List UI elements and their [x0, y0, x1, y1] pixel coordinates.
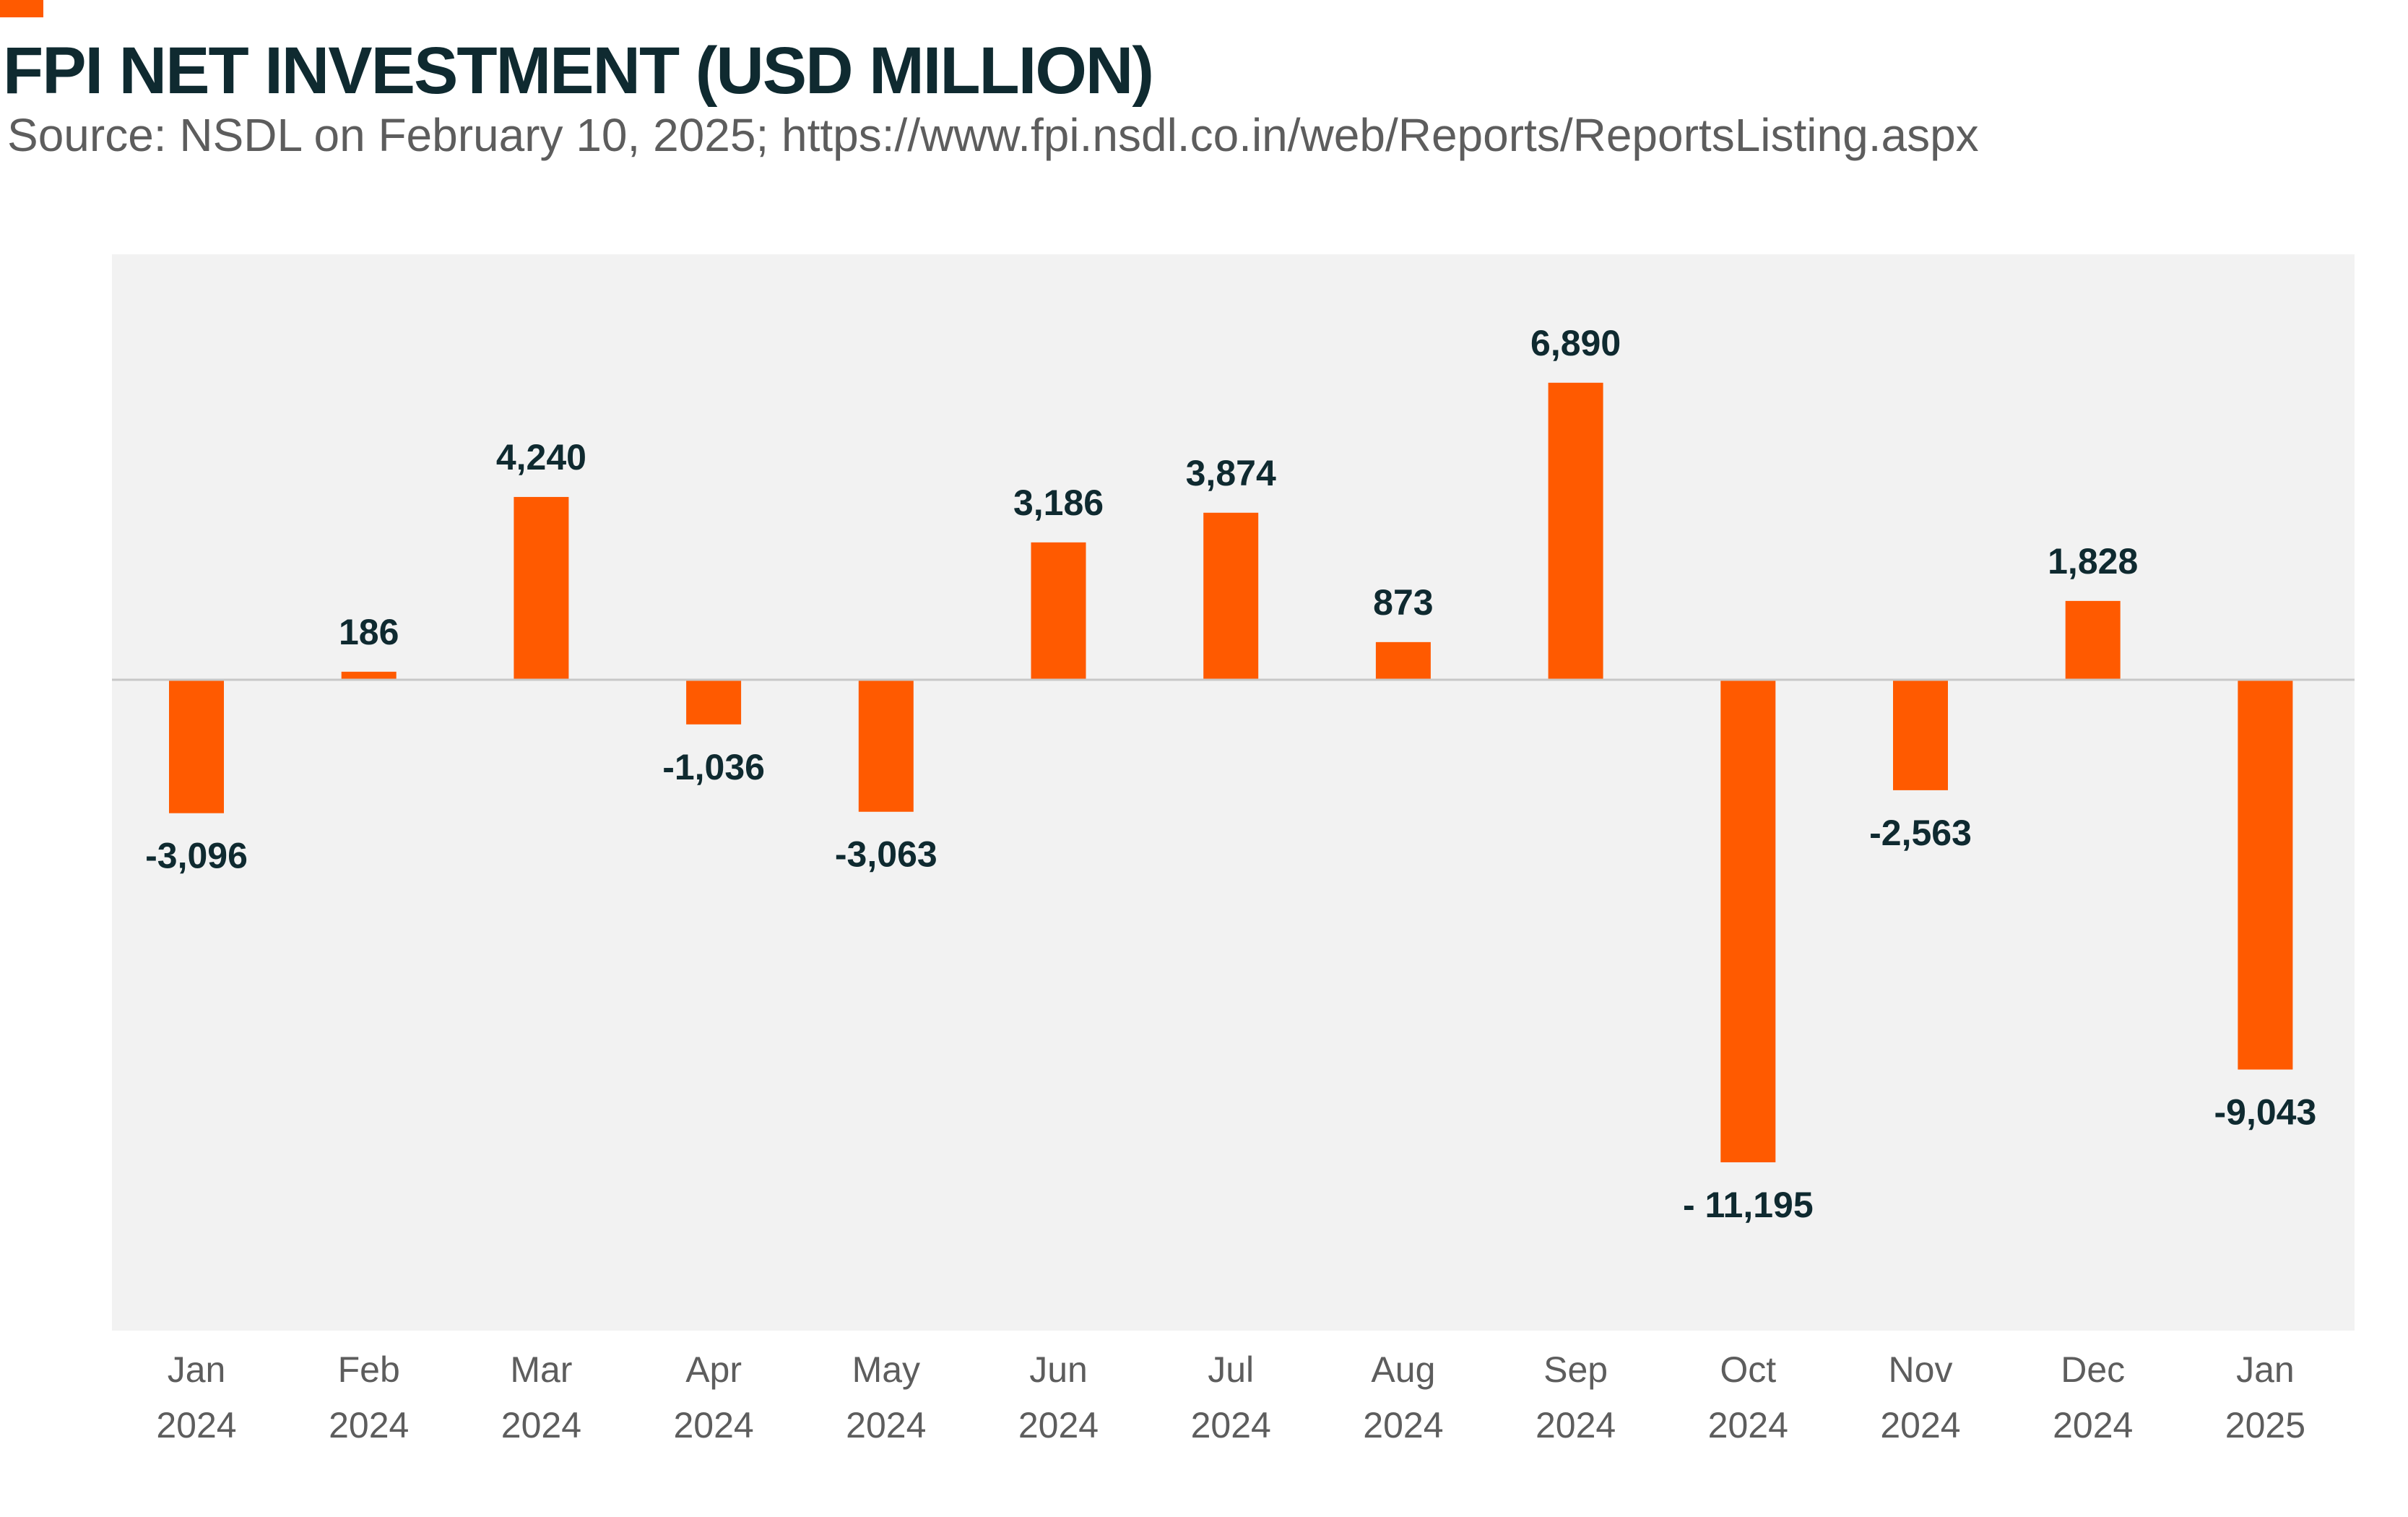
x-tick-month: Aug: [1371, 1349, 1435, 1390]
x-tick-month: Jul: [1208, 1349, 1254, 1390]
x-tick-year: 2024: [1191, 1405, 1271, 1445]
data-label: -2,563: [1869, 813, 1972, 853]
x-tick-month: Apr: [685, 1349, 742, 1390]
chart-title: FPI NET INVESTMENT (USD MILLION): [3, 34, 1154, 108]
x-tick-year: 2024: [1363, 1405, 1443, 1445]
data-label: - 11,195: [1683, 1185, 1814, 1225]
x-tick-year: 2024: [1018, 1405, 1099, 1445]
bar-dec-2024: [2065, 600, 2121, 680]
x-tick-month: Jan: [2236, 1349, 2295, 1390]
bar-nov-2024: [1893, 679, 1948, 790]
x-tick-year: 2024: [846, 1405, 926, 1445]
bar-feb-2024: [341, 671, 397, 680]
x-tick-month: Oct: [1720, 1349, 1776, 1390]
data-label: 186: [339, 612, 399, 652]
data-label: -3,096: [145, 836, 248, 876]
bar-sep-2024: [1548, 382, 1603, 680]
data-labels-group: -3,096 186 4,240 -1,036 -3,063 3,186 3,874 873 6…: [145, 323, 2316, 1225]
x-tick-year: 2024: [501, 1405, 581, 1445]
bar-jun-2024: [1031, 542, 1086, 680]
chart-source: Source: NSDL on February 10, 2025; https…: [7, 109, 1979, 161]
x-tick-year: 2024: [329, 1405, 409, 1445]
accent-mark: [0, 0, 43, 17]
x-tick-month: Mar: [510, 1349, 572, 1390]
x-tick-year: 2024: [1536, 1405, 1616, 1445]
bar-may-2024: [858, 679, 914, 812]
data-label: 873: [1373, 582, 1433, 623]
plot-area: [112, 254, 2355, 1331]
x-tick-month: Jan: [168, 1349, 226, 1390]
x-tick-month: Sep: [1543, 1349, 1608, 1390]
x-tick-year: 2024: [156, 1405, 236, 1445]
bar-jan-2024: [169, 679, 224, 813]
x-tick-month: May: [852, 1349, 920, 1390]
bar-apr-2024: [686, 679, 742, 725]
data-label: -3,063: [835, 834, 937, 875]
data-label: -1,036: [662, 747, 765, 787]
data-label: 3,874: [1186, 453, 1276, 493]
x-tick-year: 2024: [1880, 1405, 1960, 1445]
x-axis-ticks: Jan 2024 Feb 2024 Mar 2024 Apr 2024 May 2024 Jun 20…: [156, 1349, 2305, 1445]
data-label: 3,186: [1013, 483, 1104, 523]
data-label: 6,890: [1530, 323, 1621, 363]
x-tick-year: 2025: [2225, 1405, 2305, 1445]
bar-oct-2024: [1720, 679, 1776, 1162]
bar-mar-2024: [514, 496, 569, 680]
bar-jul-2024: [1203, 512, 1259, 680]
x-tick-year: 2024: [2053, 1405, 2133, 1445]
x-tick-year: 2024: [673, 1405, 753, 1445]
x-tick-month: Nov: [1889, 1349, 1953, 1390]
x-tick-month: Dec: [2061, 1349, 2125, 1390]
x-tick-month: Jun: [1029, 1349, 1088, 1390]
bar-aug-2024: [1375, 641, 1431, 680]
data-label: -9,043: [2214, 1092, 2317, 1133]
data-label: 1,828: [2048, 541, 2138, 582]
bars-group: [169, 382, 2293, 1162]
x-tick-year: 2024: [1708, 1405, 1788, 1445]
bar-jan-2025: [2238, 679, 2293, 1070]
x-tick-month: Feb: [338, 1349, 400, 1390]
data-label: 4,240: [496, 437, 586, 477]
